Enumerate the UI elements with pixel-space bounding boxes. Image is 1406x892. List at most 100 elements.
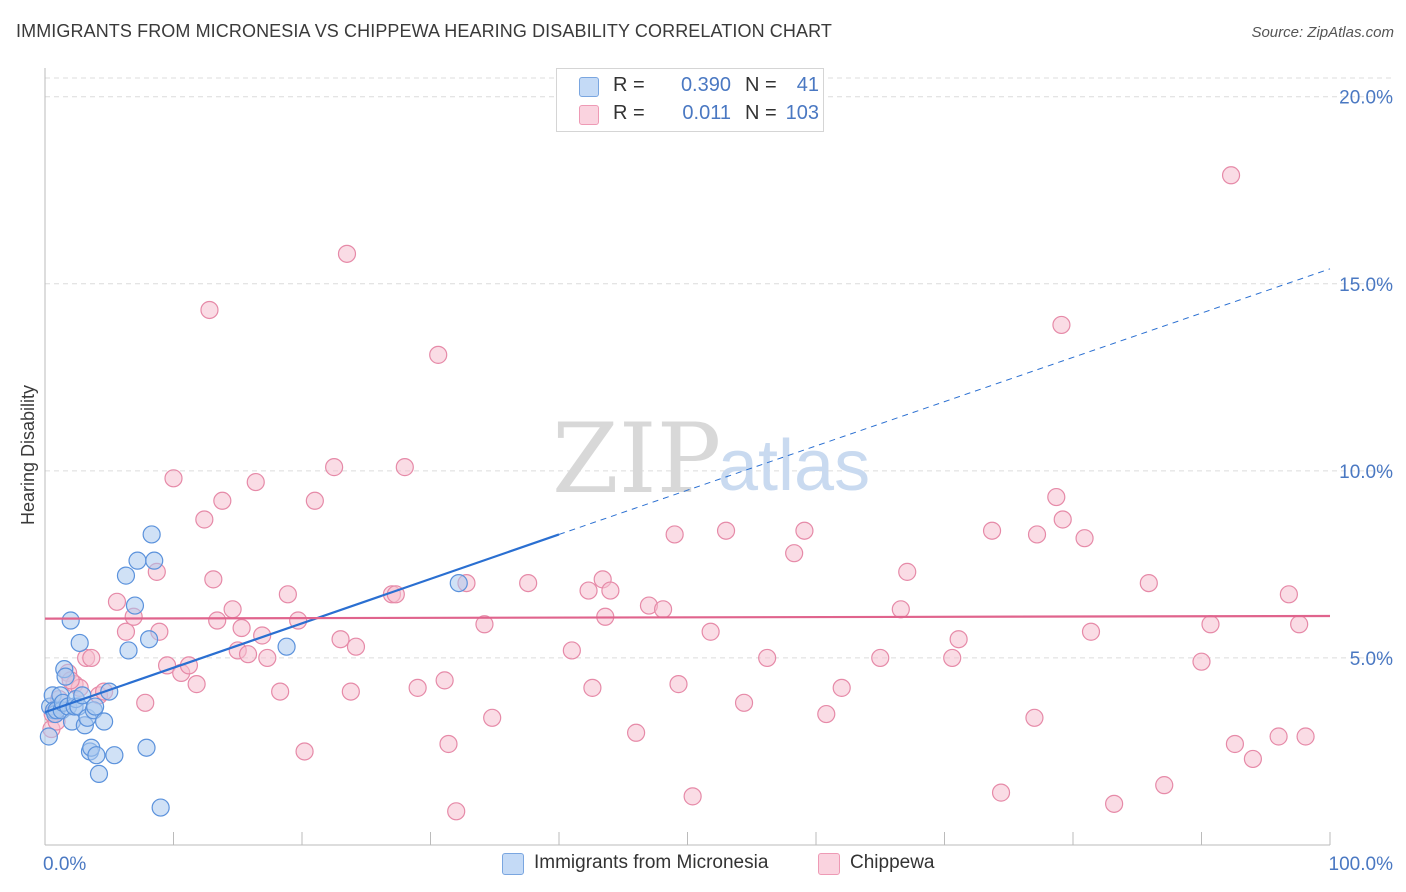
chippewa-point bbox=[653, 600, 673, 619]
micronesia-point bbox=[95, 712, 114, 731]
chippewa-point bbox=[429, 345, 448, 364]
chippewa-point bbox=[483, 708, 502, 727]
chippewa-point bbox=[341, 682, 360, 701]
chippewa-point bbox=[1025, 708, 1044, 727]
legend-r-value: 0.011 bbox=[682, 102, 731, 124]
chippewa-point bbox=[785, 544, 804, 563]
chippewa-point bbox=[991, 783, 1011, 802]
micronesia-legend-label: Immigrants from Micronesia bbox=[534, 852, 769, 873]
chippewa-point bbox=[278, 585, 297, 604]
chippewa-legend-swatch bbox=[818, 853, 840, 875]
chippewa-point bbox=[1052, 315, 1071, 335]
chippewa-point bbox=[271, 682, 290, 701]
chippewa-point bbox=[665, 525, 684, 544]
micronesia-point bbox=[277, 637, 296, 656]
micronesia-point bbox=[145, 551, 164, 570]
chippewa-point bbox=[626, 723, 646, 742]
chippewa-point bbox=[898, 562, 917, 581]
chippewa-point bbox=[1081, 622, 1101, 641]
chippewa-point bbox=[116, 622, 136, 641]
chippewa-point bbox=[519, 573, 538, 593]
chippewa-point bbox=[439, 734, 458, 754]
watermark-zip: ZIP bbox=[552, 403, 721, 515]
chippewa-point bbox=[583, 678, 602, 697]
chippewa-point bbox=[562, 641, 581, 660]
chart-title: IMMIGRANTS FROM MICRONESIA VS CHIPPEWA H… bbox=[16, 21, 832, 41]
y-tick-labels: 5.0% 10.0% 15.0% 20.0% bbox=[1339, 88, 1393, 670]
micronesia-swatch bbox=[579, 77, 599, 97]
micronesia-point bbox=[137, 738, 156, 757]
chippewa-point bbox=[204, 570, 223, 589]
micronesia-point bbox=[39, 727, 58, 746]
chippewa-point bbox=[716, 521, 736, 540]
chippewa-point bbox=[817, 704, 836, 724]
x-tick-label: 100.0% bbox=[1329, 854, 1394, 875]
chippewa-point bbox=[331, 630, 350, 649]
chippewa-point bbox=[1027, 525, 1047, 544]
x-tick-labels: 0.0% 100.0% bbox=[43, 854, 1393, 875]
chippewa-point bbox=[213, 491, 232, 510]
chippewa-swatch bbox=[579, 105, 599, 125]
chippewa-point bbox=[1155, 776, 1174, 795]
chippewa-point bbox=[136, 693, 155, 712]
legend-r-label: R = bbox=[613, 74, 645, 96]
micronesia-points bbox=[39, 525, 468, 817]
y-tick-label: 10.0% bbox=[1339, 462, 1393, 483]
chippewa-point bbox=[758, 648, 777, 668]
legend-n-value: 103 bbox=[785, 102, 819, 124]
chippewa-point bbox=[253, 626, 272, 645]
chippewa-point bbox=[1075, 529, 1094, 548]
chippewa-point bbox=[258, 648, 277, 668]
micronesia-point bbox=[119, 641, 138, 660]
chippewa-point bbox=[734, 693, 754, 712]
chippewa-point bbox=[232, 618, 251, 638]
legend-r-value: 0.390 bbox=[680, 74, 731, 96]
chippewa-point bbox=[982, 521, 1002, 540]
chippewa-point bbox=[1290, 615, 1309, 634]
legend-r-label: R = bbox=[613, 102, 645, 124]
micronesia-point bbox=[86, 697, 105, 716]
legend-n-value: 41 bbox=[796, 74, 819, 96]
chippewa-point bbox=[1047, 487, 1066, 507]
chippewa-point bbox=[195, 510, 214, 529]
x-tick-label: 0.0% bbox=[43, 854, 86, 875]
chippewa-point bbox=[82, 648, 101, 668]
watermark-atlas: atlas bbox=[718, 426, 870, 506]
trend-lines bbox=[44, 268, 1331, 714]
micronesia-point bbox=[61, 611, 80, 630]
y-tick-label: 15.0% bbox=[1339, 275, 1393, 296]
micronesia-trend-line bbox=[44, 533, 560, 714]
micronesia-point bbox=[87, 746, 106, 765]
micronesia-point bbox=[449, 573, 468, 593]
chippewa-point bbox=[395, 458, 414, 477]
chippewa-point bbox=[295, 742, 314, 761]
legend-n-label: N = bbox=[745, 74, 777, 96]
micronesia-point bbox=[128, 551, 147, 570]
chippewa-legend-label: Chippewa bbox=[850, 852, 935, 873]
micronesia-point bbox=[105, 746, 124, 765]
chippewa-trend-line bbox=[44, 614, 1331, 620]
chippewa-point bbox=[683, 787, 702, 806]
chippewa-point bbox=[601, 581, 620, 600]
chippewa-point bbox=[346, 637, 366, 656]
chippewa-point bbox=[1279, 585, 1298, 604]
chippewa-point bbox=[1201, 615, 1220, 634]
micronesia-point bbox=[125, 596, 145, 615]
chippewa-point bbox=[289, 611, 308, 630]
chippewa-point bbox=[238, 645, 258, 664]
stats-legend: R = 0.390 N = 41 R = 0.011 N = 103 bbox=[556, 68, 824, 132]
chippewa-point bbox=[305, 491, 324, 510]
chippewa-point bbox=[337, 244, 357, 263]
source-label: Source: ZipAtlas.com bbox=[1251, 24, 1394, 41]
micronesia-trend-extension bbox=[558, 268, 1331, 535]
chippewa-point bbox=[246, 472, 265, 492]
chippewa-point bbox=[408, 678, 427, 697]
micronesia-point bbox=[142, 525, 161, 544]
chippewa-point bbox=[187, 675, 206, 694]
micronesia-point bbox=[56, 667, 75, 686]
chippewa-point bbox=[871, 648, 890, 668]
chippewa-point bbox=[1221, 166, 1241, 185]
chippewa-point bbox=[1139, 573, 1158, 593]
chippewa-point bbox=[200, 300, 219, 320]
